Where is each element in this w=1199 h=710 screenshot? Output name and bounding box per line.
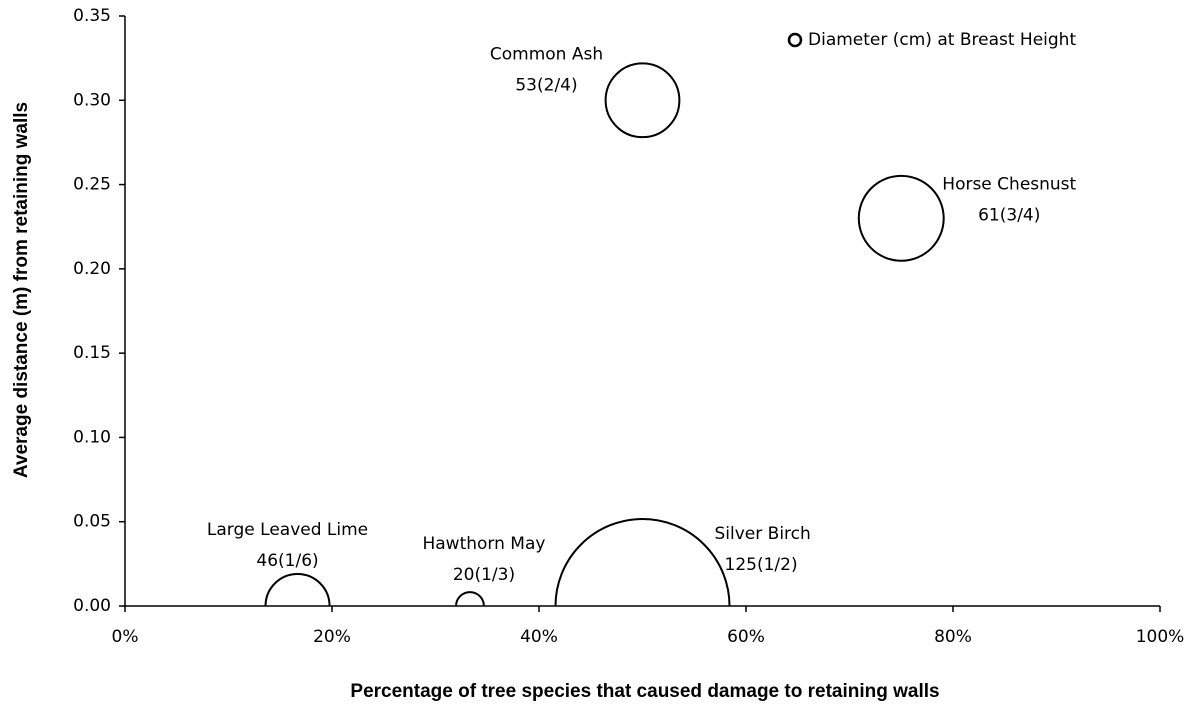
bubble-size-label: 61(3/4) xyxy=(978,205,1040,225)
bubble-size-label: 20(1/3) xyxy=(453,565,515,585)
y-tick-label: 0.35 xyxy=(73,6,111,26)
x-tick-label: 100% xyxy=(1136,627,1185,647)
y-tick-label: 0.30 xyxy=(73,90,111,110)
y-tick-label: 0.05 xyxy=(73,512,111,532)
bubble-label: Common Ash xyxy=(490,44,603,64)
y-tick-label: 0.20 xyxy=(73,259,111,279)
legend-marker xyxy=(787,32,803,48)
x-tick-label: 60% xyxy=(727,627,765,647)
legend-label: Diameter (cm) at Breast Height xyxy=(808,30,1076,50)
x-axis-title: Percentage of tree species that caused d… xyxy=(350,681,939,702)
bubble-size-label: 125(1/2) xyxy=(725,555,798,575)
x-tick-label: 0% xyxy=(112,627,139,647)
y-tick-label: 0.00 xyxy=(73,596,111,616)
bubble xyxy=(264,572,331,606)
bubble xyxy=(604,62,681,139)
x-tick-label: 80% xyxy=(934,627,972,647)
y-tick-label: 0.25 xyxy=(73,175,111,195)
x-tick-label: 40% xyxy=(520,627,558,647)
bubbles xyxy=(264,62,945,606)
bubble-size-label: 53(2/4) xyxy=(515,75,577,95)
bubble-label: Large Leaved Lime xyxy=(207,520,368,540)
bubble-size-label: 46(1/6) xyxy=(256,551,318,571)
bubble xyxy=(554,518,731,606)
bubble-label: Hawthorn May xyxy=(422,534,545,554)
y-tick-label: 0.10 xyxy=(73,427,111,447)
bubble-label: Silver Birch xyxy=(715,524,811,544)
y-axis-title: Average distance (m) from retaining wall… xyxy=(11,102,32,478)
bubble-label: Horse Chesnust xyxy=(942,174,1076,194)
x-tick-label: 20% xyxy=(313,627,351,647)
bubble xyxy=(455,591,485,606)
bubble xyxy=(857,174,945,262)
y-tick-label: 0.15 xyxy=(73,343,111,363)
